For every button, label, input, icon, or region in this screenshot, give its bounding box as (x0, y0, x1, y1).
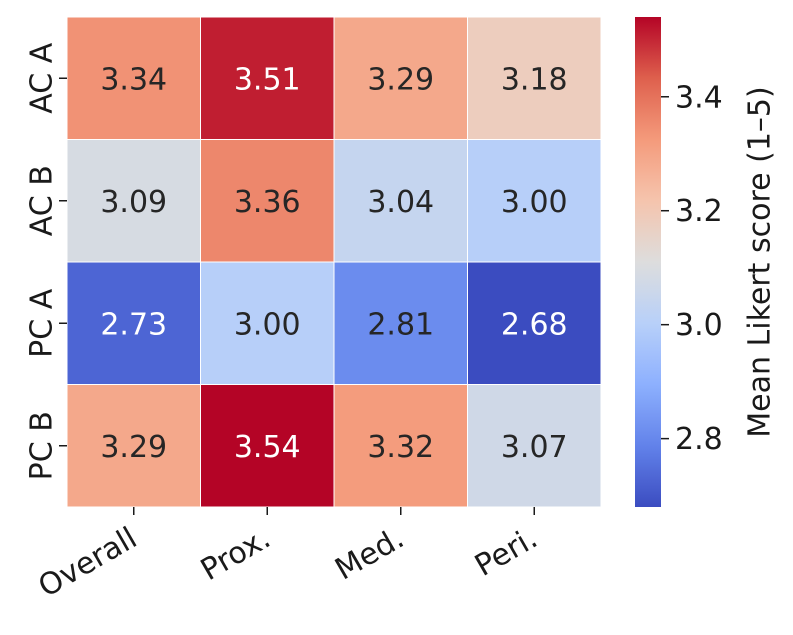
cell-value-label: 3.29 (100, 430, 167, 465)
heatmap-cell (467, 384, 602, 508)
heatmap-cell (467, 261, 602, 385)
cell-value-label: 2.73 (100, 307, 167, 342)
cell-value-label: 2.81 (367, 307, 434, 342)
cell-value-label: 3.00 (234, 307, 301, 342)
cell-value-label: 3.51 (234, 62, 301, 97)
cell-value-label: 3.54 (234, 430, 301, 465)
heatmap-cell (467, 139, 602, 263)
y-tick-label: AC A (25, 42, 60, 113)
cell-value-label: 3.18 (501, 62, 568, 97)
cell-value-label: 2.68 (501, 307, 568, 342)
cell-value-label: 3.32 (367, 430, 434, 465)
x-axis: Overall Prox. Med. Peri. (33, 507, 544, 605)
x-tick-label: Overall (33, 521, 143, 605)
cell-value-label: 3.29 (367, 62, 434, 97)
heatmap-cell (66, 16, 201, 140)
cell-value-label: 3.36 (234, 185, 301, 220)
colorbar-tick-label: 3.4 (675, 80, 723, 115)
heatmap-cell (200, 139, 335, 263)
colorbar-gradient (635, 17, 661, 507)
cell-value-label: 3.34 (100, 62, 167, 97)
y-axis: AC A AC B PC A PC B (25, 42, 67, 480)
heatmap-cell (66, 384, 201, 508)
heatmap-cell (200, 384, 335, 508)
heatmap-cell (333, 16, 468, 140)
y-tick-label: PC A (25, 288, 60, 358)
y-tick-label: PC B (25, 411, 60, 480)
x-tick-label: Med. (329, 521, 410, 588)
heatmap-cells: 3.34 3.51 3.29 3.18 3.09 3.36 3.04 3.00 2.73 3.00… (66, 16, 602, 508)
cell-value-label: 3.00 (501, 185, 568, 220)
y-tick-label: AC B (25, 165, 60, 236)
heatmap-cell (200, 16, 335, 140)
heatmap-cell (66, 139, 201, 263)
colorbar-tick-label: 3.2 (675, 194, 723, 229)
colorbar-label: Mean Likert score (1–5) (743, 86, 778, 437)
cell-value-label: 3.09 (100, 185, 167, 220)
colorbar-tick-label: 3.0 (675, 308, 723, 343)
heatmap-cell (467, 16, 602, 140)
colorbar-tick-label: 2.8 (675, 422, 723, 457)
cell-value-label: 3.04 (367, 185, 434, 220)
cell-value-label: 3.07 (501, 430, 568, 465)
x-tick-label: Prox. (195, 521, 277, 588)
heatmap-cell (200, 261, 335, 385)
heatmap-cell (333, 384, 468, 508)
colorbar-ticks: 2.8 3.0 3.2 3.4 (661, 80, 723, 457)
colorbar: 2.8 3.0 3.2 3.4 Mean Likert score (1–5) (635, 17, 778, 507)
x-tick-label: Peri. (469, 521, 543, 584)
